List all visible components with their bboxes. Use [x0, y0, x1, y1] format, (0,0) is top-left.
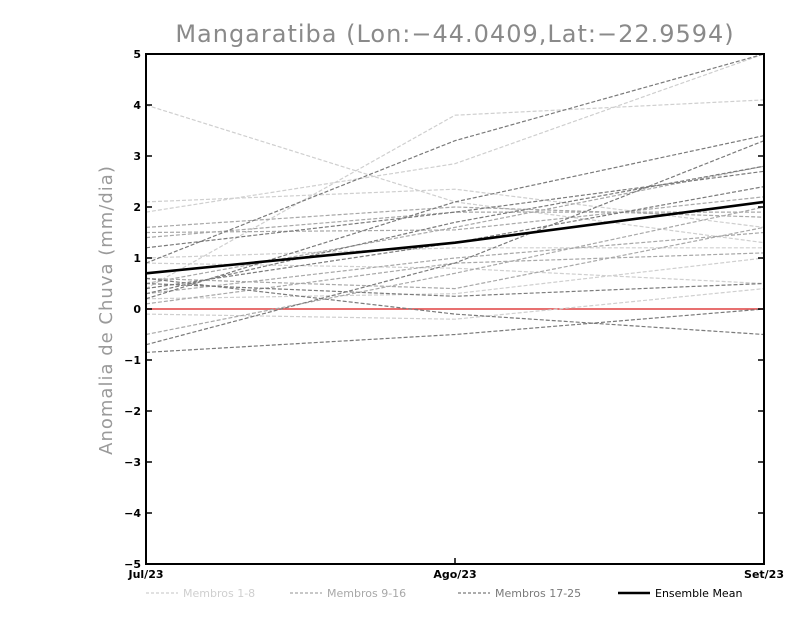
- y-axis-ticks: −5 −4 −3 −2 −1 0 1 2 3 4 5: [124, 48, 764, 571]
- plot-lines: [146, 54, 764, 353]
- series-line-group3-member-8: [146, 165, 764, 295]
- series-line-group3-member-4: [146, 282, 764, 297]
- y-tick-label: 5: [133, 48, 141, 61]
- series-line-group3-member-1: [146, 54, 764, 264]
- series-line-group2-member-7: [146, 211, 764, 239]
- series-line-group3-member-5: [146, 140, 764, 346]
- series-line-group1-member-7: [146, 247, 764, 259]
- y-tick-label: −1: [124, 354, 141, 367]
- series-line-group3-member-3: [146, 308, 764, 353]
- legend-label-1: Membros 1-8: [183, 587, 255, 600]
- series-line-group1-member-6: [146, 288, 764, 320]
- series-line-group1-member-2: [146, 54, 764, 213]
- series-line-group2-member-8: [146, 226, 764, 290]
- legend-label-2: Membros 9-16: [327, 587, 406, 600]
- y-axis-label: Anomalia de Chuva (mm/dia): [96, 165, 117, 455]
- x-tick-label: Ago/23: [433, 568, 476, 581]
- series-line-group3-member-7: [146, 170, 764, 249]
- series-line-group1-member-5: [146, 257, 764, 300]
- chart-title: Mangaratiba (Lon:−44.0409,Lat:−22.9594): [175, 20, 734, 48]
- x-tick-label: Set/23: [744, 568, 784, 581]
- legend: Membros 1-8 Membros 9-16 Membros 17-25 Ense…: [146, 587, 742, 600]
- series-line-group2-member-2: [146, 196, 764, 234]
- legend-label-3: Membros 17-25: [495, 587, 581, 600]
- series-line-group3-member-2: [146, 135, 764, 300]
- y-tick-label: 4: [133, 99, 141, 112]
- series-line-group1-member-1: [146, 104, 764, 244]
- y-tick-label: 2: [133, 201, 141, 214]
- y-tick-label: −2: [124, 405, 141, 418]
- y-tick-label: −3: [124, 456, 141, 469]
- y-tick-label: 1: [133, 252, 141, 265]
- series-line-group2-member-5: [146, 165, 764, 285]
- ensemble-mean-line: [146, 200, 764, 275]
- y-tick-label: −4: [124, 507, 141, 520]
- series-line-group1-member-4: [146, 99, 764, 290]
- legend-label-4: Ensemble Mean: [655, 587, 742, 600]
- x-tick-label: Jul/23: [127, 568, 163, 581]
- x-axis-ticks: Jul/23 Ago/23 Set/23: [127, 558, 784, 581]
- series-line-group2-member-4: [146, 206, 764, 336]
- y-tick-label: −5: [124, 558, 141, 571]
- series-line-group2-member-1: [146, 206, 764, 228]
- y-tick-label: 3: [133, 150, 141, 163]
- y-tick-label: 0: [133, 303, 141, 316]
- series-line-group3-member-9: [146, 277, 764, 336]
